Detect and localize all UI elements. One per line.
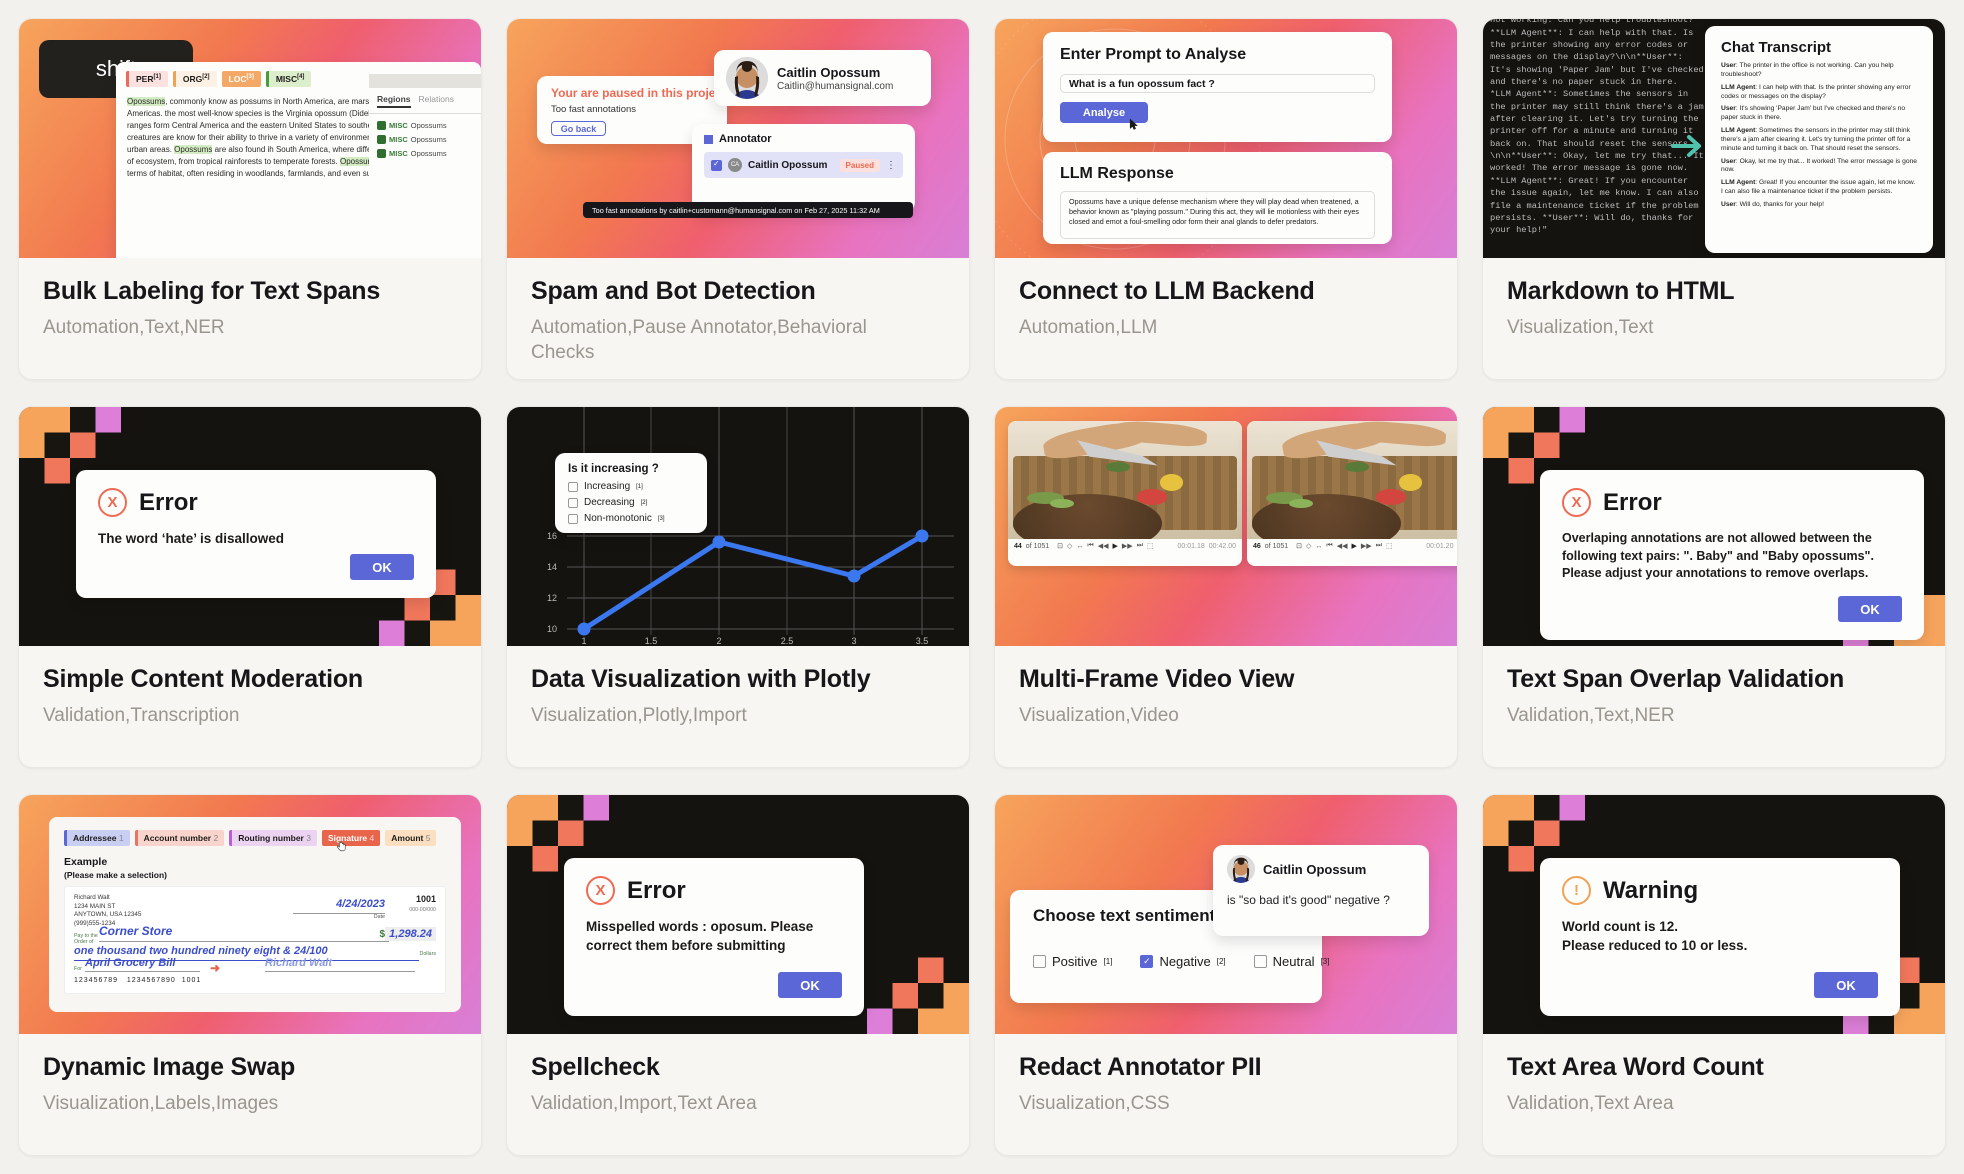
svg-text:12: 12 — [547, 593, 557, 603]
svg-text:2.5: 2.5 — [781, 636, 794, 646]
svg-text:2: 2 — [716, 636, 721, 646]
svg-text:3: 3 — [851, 636, 856, 646]
svg-text:1.5: 1.5 — [645, 636, 658, 646]
svg-text:3.5: 3.5 — [916, 636, 929, 646]
svg-text:1: 1 — [581, 636, 586, 646]
svg-text:16: 16 — [547, 531, 557, 541]
svg-text:14: 14 — [547, 562, 557, 572]
svg-text:10: 10 — [547, 624, 557, 634]
